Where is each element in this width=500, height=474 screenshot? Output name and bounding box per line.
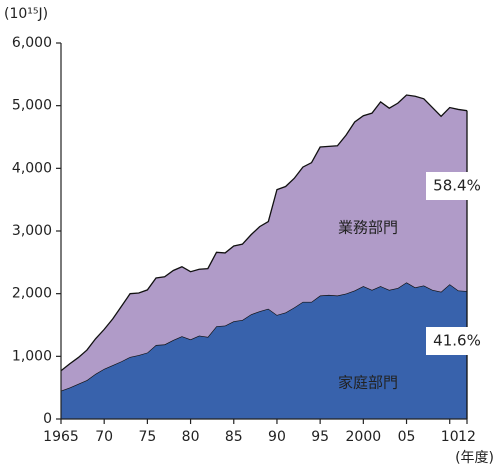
- x-tick-label: 90: [268, 429, 286, 445]
- annotation: 41.6%: [433, 332, 481, 350]
- y-tick-label: 6,000: [12, 35, 52, 51]
- area: [61, 282, 467, 419]
- x-tick-label: 2000: [346, 429, 382, 445]
- y-tick-label: 1,000: [12, 348, 52, 364]
- x-tick-label: 70: [95, 429, 113, 445]
- x-tick-label: 12: [458, 429, 476, 445]
- y-tick-label: 5,000: [12, 98, 52, 114]
- x-tick-label: 85: [225, 429, 243, 445]
- x-tick-label: 1965: [43, 429, 79, 445]
- y-tick-label: 0: [43, 411, 52, 427]
- series-label: 家庭部門: [338, 374, 398, 392]
- annotation: 58.4%: [433, 177, 481, 195]
- x-tick-label: 05: [398, 429, 416, 445]
- annotation-box: [426, 172, 488, 200]
- y-tick-label: 3,000: [12, 223, 52, 239]
- annotation-box: [426, 327, 488, 355]
- x-tick-label: 75: [138, 429, 156, 445]
- x-axis-label: (年度): [455, 450, 494, 466]
- area: [61, 95, 467, 391]
- x-tick-label: 95: [311, 429, 329, 445]
- unit-label: (10¹⁵J): [4, 6, 48, 22]
- series-label: 業務部門: [338, 219, 398, 237]
- x-tick-label: 80: [182, 429, 200, 445]
- y-tick-label: 2,000: [12, 286, 52, 302]
- y-tick-label: 4,000: [12, 160, 52, 176]
- x-tick-label: 10: [441, 429, 459, 445]
- area-outline: [60, 94, 468, 372]
